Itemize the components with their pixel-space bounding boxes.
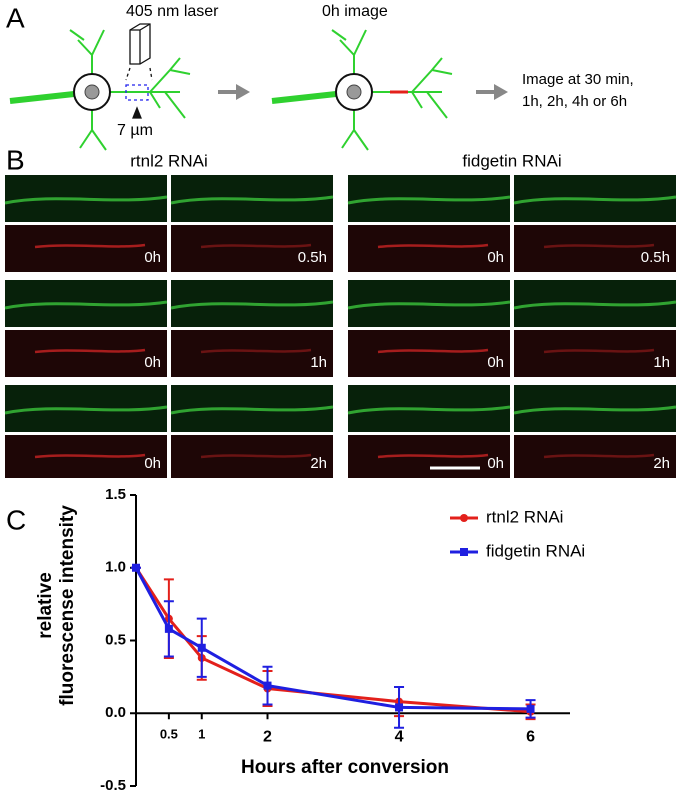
time-label: 1h	[310, 354, 327, 371]
image-label: 0h image	[322, 3, 388, 20]
y-axis-label: fluorescense intensity	[57, 505, 78, 706]
marker	[132, 563, 140, 572]
distance-label: 7 µm	[117, 122, 153, 139]
marker	[197, 643, 206, 652]
panel-label: C	[6, 504, 26, 535]
neuron-diagram	[271, 29, 453, 151]
red-signal	[377, 348, 489, 354]
y-tick-label: 0.5	[105, 631, 126, 648]
time-label: 0h	[144, 455, 161, 472]
laser-icon	[125, 23, 153, 119]
imaging-text: 1h, 2h, 4h or 6h	[522, 93, 627, 110]
time-label: 2h	[310, 455, 327, 472]
green-signal	[170, 300, 334, 310]
green-signal	[4, 405, 168, 415]
time-label: 2h	[653, 455, 670, 472]
red-signal	[34, 348, 146, 354]
green-signal	[513, 405, 677, 415]
x-tick-label: 4	[395, 728, 404, 745]
time-label: 0.5h	[641, 249, 670, 266]
time-label: 0.5h	[298, 249, 327, 266]
red-signal	[200, 453, 312, 459]
red-image	[171, 330, 333, 377]
green-signal	[513, 195, 677, 205]
green-signal	[170, 405, 334, 415]
red-image	[348, 225, 510, 272]
green-signal	[513, 300, 677, 310]
time-label: 0h	[487, 249, 504, 266]
red-image	[5, 225, 167, 272]
red-signal	[543, 243, 655, 249]
group-title: rtnl2 RNAi	[130, 151, 207, 170]
imaging-text: Image at 30 min,	[522, 71, 634, 88]
red-image	[5, 330, 167, 377]
y-tick-label: 1.5	[105, 486, 126, 503]
red-signal	[377, 453, 489, 459]
arrow	[476, 84, 508, 100]
time-label: 0h	[487, 455, 504, 472]
marker	[263, 681, 272, 690]
panel-label: A	[6, 2, 25, 33]
red-signal	[543, 348, 655, 354]
red-signal	[377, 243, 489, 249]
laser-label: 405 nm laser	[126, 3, 219, 20]
green-signal	[347, 300, 511, 310]
legend-marker	[460, 514, 468, 522]
red-signal	[200, 348, 312, 354]
marker	[395, 703, 404, 712]
marker	[164, 624, 173, 633]
time-label: 1h	[653, 354, 670, 371]
x-tick-label: 6	[526, 728, 535, 745]
green-signal	[4, 300, 168, 310]
red-image	[348, 330, 510, 377]
y-tick-label: -0.5	[100, 777, 126, 794]
red-signal	[34, 453, 146, 459]
time-label: 0h	[144, 354, 161, 371]
arrow	[218, 84, 250, 100]
green-signal	[4, 195, 168, 205]
y-axis-label: relative	[35, 572, 56, 639]
marker	[526, 704, 535, 713]
y-tick-label: 0.0	[105, 704, 126, 721]
green-signal	[347, 195, 511, 205]
red-signal	[200, 243, 312, 249]
x-axis-label: Hours after conversion	[241, 757, 449, 778]
x-tick-label: 0.5	[160, 727, 178, 742]
group-title: fidgetin RNAi	[462, 151, 561, 170]
green-signal	[170, 195, 334, 205]
neuron-diagram	[9, 29, 191, 151]
red-signal	[543, 453, 655, 459]
legend-label: fidgetin RNAi	[486, 541, 585, 560]
y-tick-label: 1.0	[105, 559, 126, 576]
time-label: 0h	[144, 249, 161, 266]
time-label: 0h	[487, 354, 504, 371]
red-image	[514, 225, 676, 272]
panel-label: B	[6, 144, 25, 175]
red-signal	[34, 243, 146, 249]
series-line	[134, 567, 531, 711]
x-tick-label: 1	[198, 727, 205, 742]
series-line	[134, 566, 531, 714]
legend-marker	[460, 548, 468, 556]
red-image	[514, 330, 676, 377]
legend-label: rtnl2 RNAi	[486, 507, 563, 526]
green-signal	[347, 405, 511, 415]
x-tick-label: 2	[263, 728, 272, 745]
red-image	[171, 225, 333, 272]
